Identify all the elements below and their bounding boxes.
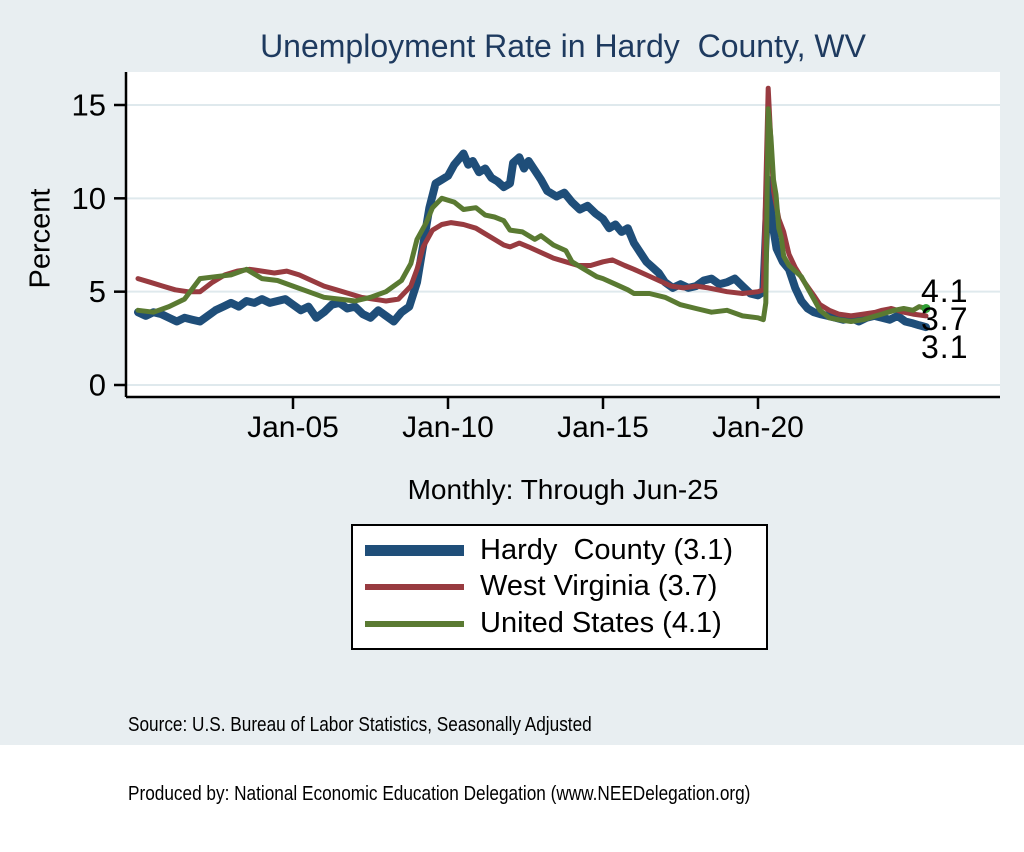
note-source: Source: U.S. Bureau of Labor Statistics,… [128,714,592,736]
legend-label-west-virginia: West Virginia (3.7) [480,570,718,603]
legend-swatch-west-virginia [365,583,464,590]
chart-subtitle: Monthly: Through Jun-25 [407,474,719,505]
chart-figure: Unemployment Rate in Hardy County, WV 0 5… [0,0,1024,805]
end-value-label-west-virginia: 3.7 [921,301,969,337]
legend-entry-united-states: United States (4.1) [365,607,766,640]
note-produced-by: Produced by: National Economic Education… [128,783,751,805]
x-tick-label-Jan-20: Jan-20 [712,411,804,444]
end-value-label-hardy-county: 3.1 [921,329,969,365]
source-notes: Source: U.S. Bureau of Labor Statistics,… [128,668,750,852]
plot-background [126,72,1000,397]
x-tick-label-Jan-05: Jan-05 [247,411,339,444]
chart-title: Unemployment Rate in Hardy County, WV [260,28,866,64]
legend-entry-hardy-county: Hardy County (3.1) [365,534,766,567]
y-axis-label: Percent [24,188,57,289]
legend-swatch-hardy-county [365,544,464,556]
legend-label-united-states: United States (4.1) [480,607,722,640]
x-tick-label-Jan-10: Jan-10 [402,411,494,444]
united-states-line [135,106,929,324]
y-tick-label-10: 10 [72,181,106,216]
legend-label-hardy-county: Hardy County (3.1) [480,533,734,566]
plot-svg: 0 5 10 15 Jan-05 Jan-10 Jan-15 Jan-20 [72,72,1000,444]
legend-entry-west-virginia: West Virginia (3.7) [365,570,766,603]
x-tick-label-Jan-15: Jan-15 [557,411,649,444]
legend-swatch-united-states [365,620,464,627]
y-tick-label-15: 15 [72,87,106,122]
y-tick-label-5: 5 [89,274,106,309]
united-states-end-marker [921,303,931,313]
hardy-county-line [134,149,930,332]
legend-box: Hardy County (3.1) West Virginia (3.7) U… [351,524,768,650]
y-tick-label-0: 0 [89,368,106,403]
end-value-label-united-states: 4.1 [921,273,969,309]
